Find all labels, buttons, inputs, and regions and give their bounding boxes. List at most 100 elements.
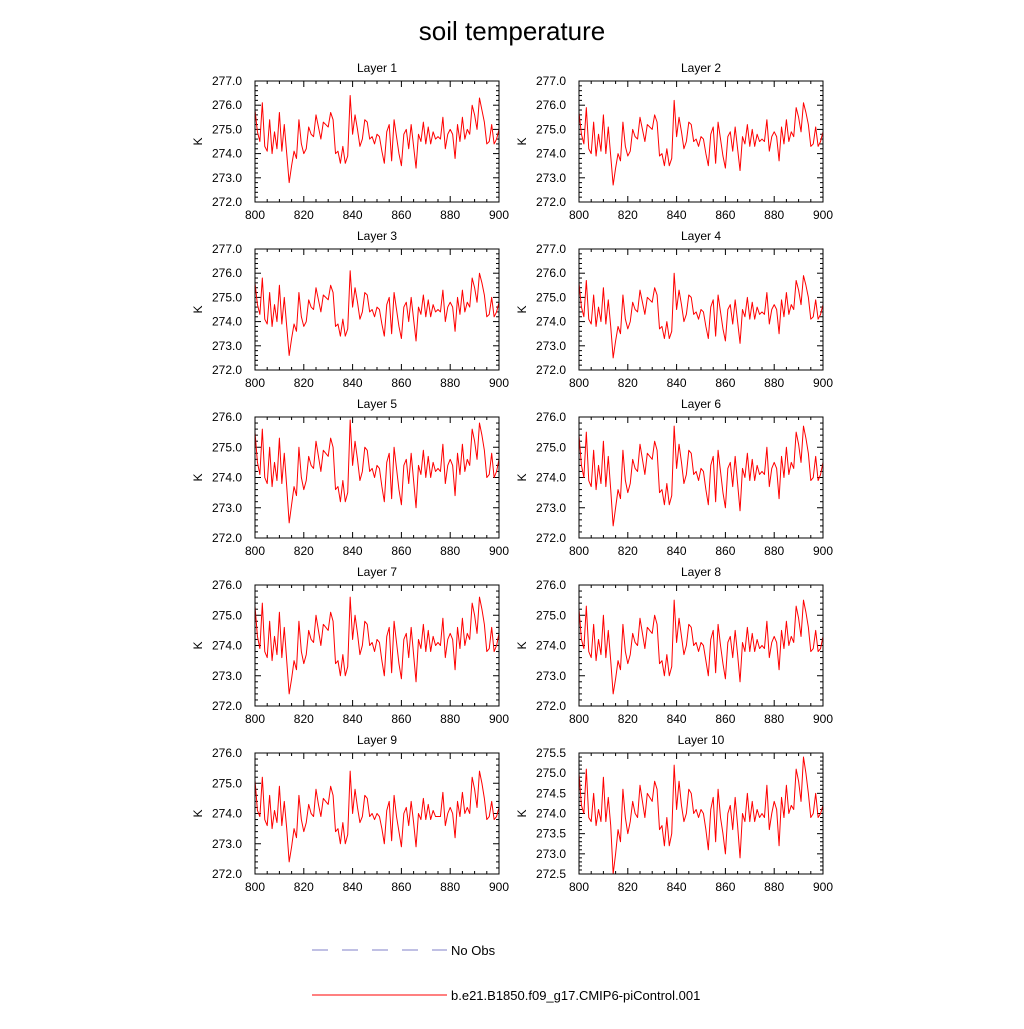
plot-frame bbox=[578, 752, 824, 875]
y-tick-label: 276.0 bbox=[536, 98, 566, 112]
panels: Layer 1 K 800 820 840 860 880 900 272.0 273.0 274.… bbox=[191, 61, 833, 894]
x-tick-label: 860 bbox=[391, 376, 411, 390]
x-tick-label: 840 bbox=[343, 712, 363, 726]
x-tick-label: 840 bbox=[667, 880, 687, 894]
x-tick-label: 800 bbox=[245, 880, 265, 894]
x-tick-label: 840 bbox=[667, 376, 687, 390]
legend-no-obs-label: No Obs bbox=[451, 943, 496, 958]
y-tick-label: 273.0 bbox=[536, 669, 566, 683]
x-tick-label: 820 bbox=[618, 208, 638, 222]
panel-title: Layer 3 bbox=[357, 229, 397, 243]
y-tick-label: 272.0 bbox=[536, 531, 566, 545]
x-tick-label: 800 bbox=[245, 712, 265, 726]
x-tick-label: 900 bbox=[813, 712, 833, 726]
x-tick-label: 880 bbox=[764, 712, 784, 726]
x-tick-label: 900 bbox=[489, 712, 509, 726]
y-tick-label: 272.0 bbox=[212, 867, 242, 881]
series-line bbox=[254, 770, 500, 863]
y-tick-label: 274.0 bbox=[536, 147, 566, 161]
y-tick-label: 275.0 bbox=[536, 290, 566, 304]
panel-title: Layer 1 bbox=[357, 61, 397, 75]
x-tick-label: 820 bbox=[294, 208, 314, 222]
y-tick-label: 273.0 bbox=[212, 501, 242, 515]
y-tick-label: 277.0 bbox=[212, 74, 242, 88]
x-tick-label: 840 bbox=[343, 544, 363, 558]
x-tick-label: 820 bbox=[294, 880, 314, 894]
plot-frame bbox=[578, 80, 824, 203]
x-tick-label: 860 bbox=[715, 208, 735, 222]
y-tick-label: 275.0 bbox=[212, 440, 242, 454]
panel-6: Layer 6 K 800 820 840 860 880 900 272.0 273.0 274.… bbox=[515, 397, 833, 558]
x-tick-label: 800 bbox=[569, 880, 589, 894]
y-tick-label: 276.0 bbox=[536, 410, 566, 424]
y-tick-label: 273.0 bbox=[212, 171, 242, 185]
y-tick-label: 275.0 bbox=[536, 608, 566, 622]
x-tick-label: 840 bbox=[343, 376, 363, 390]
panel-title: Layer 10 bbox=[678, 733, 725, 747]
plot-frame bbox=[578, 584, 824, 707]
y-tick-label: 277.0 bbox=[212, 242, 242, 256]
x-tick-label: 900 bbox=[489, 208, 509, 222]
plot-frame bbox=[254, 248, 500, 371]
x-tick-label: 860 bbox=[391, 208, 411, 222]
y-tick-label: 274.0 bbox=[212, 147, 242, 161]
y-tick-label: 275.0 bbox=[536, 766, 566, 780]
y-axis-label: K bbox=[191, 473, 205, 481]
x-tick-label: 800 bbox=[569, 208, 589, 222]
panel-4: Layer 4 K 800 820 840 860 880 900 272.0 273.0 274.… bbox=[515, 229, 833, 390]
panel-title: Layer 7 bbox=[357, 565, 397, 579]
panel-9: Layer 9 K 800 820 840 860 880 900 272.0 273.0 274.… bbox=[191, 733, 509, 894]
x-tick-label: 820 bbox=[618, 712, 638, 726]
y-tick-label: 276.0 bbox=[536, 578, 566, 592]
y-axis-label: K bbox=[515, 641, 529, 649]
x-tick-label: 860 bbox=[391, 880, 411, 894]
plot-frame bbox=[578, 416, 824, 539]
series-line bbox=[254, 270, 500, 356]
x-tick-label: 800 bbox=[569, 712, 589, 726]
panel-1: Layer 1 K 800 820 840 860 880 900 272.0 273.0 274.… bbox=[191, 61, 509, 222]
panel-8: Layer 8 K 800 820 840 860 880 900 272.0 273.0 274.… bbox=[515, 565, 833, 726]
panel-2: Layer 2 K 800 820 840 860 880 900 272.0 273.0 274.… bbox=[515, 61, 833, 222]
x-tick-label: 840 bbox=[343, 880, 363, 894]
panel-5: Layer 5 K 800 820 840 860 880 900 272.0 273.0 274.… bbox=[191, 397, 509, 558]
series-line bbox=[578, 425, 824, 527]
x-tick-label: 820 bbox=[618, 376, 638, 390]
x-tick-label: 900 bbox=[813, 544, 833, 558]
y-axis-label: K bbox=[191, 641, 205, 649]
y-tick-label: 273.0 bbox=[536, 171, 566, 185]
x-tick-label: 800 bbox=[245, 544, 265, 558]
y-tick-label: 274.0 bbox=[212, 471, 242, 485]
x-tick-label: 840 bbox=[667, 544, 687, 558]
series-line bbox=[578, 272, 824, 359]
x-tick-label: 860 bbox=[715, 544, 735, 558]
y-tick-label: 275.0 bbox=[212, 290, 242, 304]
y-tick-label: 276.0 bbox=[212, 266, 242, 280]
y-axis-label: K bbox=[515, 473, 529, 481]
x-tick-label: 840 bbox=[343, 208, 363, 222]
x-tick-label: 820 bbox=[294, 712, 314, 726]
x-tick-label: 880 bbox=[440, 544, 460, 558]
y-tick-label: 272.0 bbox=[212, 195, 242, 209]
x-tick-label: 880 bbox=[440, 880, 460, 894]
y-tick-label: 273.0 bbox=[212, 837, 242, 851]
y-tick-label: 274.0 bbox=[212, 315, 242, 329]
x-tick-label: 880 bbox=[764, 544, 784, 558]
x-tick-label: 880 bbox=[440, 376, 460, 390]
x-tick-label: 800 bbox=[245, 208, 265, 222]
legend-model-label: b.e21.B1850.f09_g17.CMIP6-piControl.001 bbox=[451, 988, 700, 1003]
y-tick-label: 273.0 bbox=[212, 669, 242, 683]
y-axis-label: K bbox=[191, 137, 205, 145]
y-tick-label: 274.0 bbox=[536, 639, 566, 653]
y-tick-label: 275.0 bbox=[212, 608, 242, 622]
panel-title: Layer 2 bbox=[681, 61, 721, 75]
y-tick-label: 276.0 bbox=[212, 578, 242, 592]
panel-title: Layer 4 bbox=[681, 229, 721, 243]
panel-title: Layer 5 bbox=[357, 397, 397, 411]
series-line bbox=[578, 756, 824, 875]
y-tick-label: 275.0 bbox=[536, 440, 566, 454]
y-tick-label: 275.5 bbox=[536, 746, 566, 760]
y-tick-label: 275.0 bbox=[212, 122, 242, 136]
series-line bbox=[254, 95, 500, 184]
legend: No Obs b.e21.B1850.f09_g17.CMIP6-piContr… bbox=[312, 943, 700, 1003]
